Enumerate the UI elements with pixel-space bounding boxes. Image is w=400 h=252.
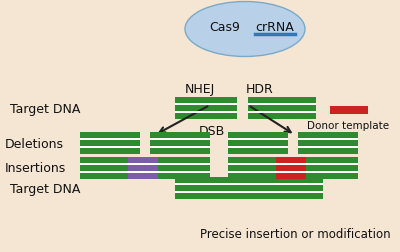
Bar: [80, 158, 128, 179]
Text: crRNA: crRNA: [256, 20, 294, 33]
Bar: [150, 146, 210, 148]
Text: Donor template: Donor template: [307, 120, 389, 131]
Bar: [298, 146, 358, 148]
Bar: [228, 133, 288, 154]
Bar: [248, 98, 316, 119]
Ellipse shape: [185, 3, 305, 57]
Bar: [248, 112, 316, 114]
Bar: [276, 158, 306, 179]
Bar: [228, 146, 288, 148]
Bar: [330, 107, 368, 115]
Text: DSB: DSB: [199, 124, 225, 137]
Bar: [80, 163, 210, 165]
Bar: [80, 146, 140, 148]
Text: Target DNA: Target DNA: [10, 102, 80, 115]
Text: Cas9: Cas9: [210, 20, 240, 33]
Text: HDR: HDR: [246, 83, 274, 96]
Bar: [248, 104, 316, 106]
Text: NHEJ: NHEJ: [185, 83, 215, 96]
Bar: [150, 133, 210, 154]
Bar: [80, 171, 210, 173]
Bar: [228, 163, 358, 165]
Text: Deletions: Deletions: [5, 137, 64, 150]
Text: Insertions: Insertions: [5, 162, 66, 175]
Bar: [175, 177, 323, 199]
Bar: [158, 158, 210, 179]
Bar: [306, 158, 358, 179]
Bar: [175, 98, 237, 119]
Bar: [175, 104, 237, 106]
Bar: [228, 171, 358, 173]
Bar: [128, 158, 158, 179]
Bar: [228, 158, 276, 179]
Text: Target DNA: Target DNA: [10, 182, 80, 195]
Bar: [298, 138, 358, 140]
Bar: [175, 183, 323, 185]
Bar: [175, 191, 323, 193]
Bar: [80, 133, 140, 154]
Bar: [80, 138, 140, 140]
Bar: [298, 133, 358, 154]
Bar: [150, 138, 210, 140]
Bar: [175, 112, 237, 114]
Bar: [228, 138, 288, 140]
Text: Precise insertion or modification: Precise insertion or modification: [200, 228, 390, 241]
